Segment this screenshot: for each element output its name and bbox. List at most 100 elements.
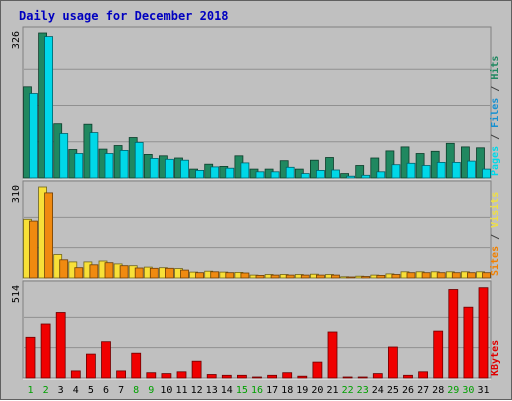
day-label-28: 28	[432, 385, 444, 396]
day-label-14: 14	[221, 385, 233, 396]
legend-entry: KBytes	[490, 340, 501, 376]
bar-sites-day-13	[210, 271, 220, 279]
bar-hits-day-23	[355, 165, 365, 179]
bar-sites-day-28	[436, 272, 446, 279]
bar-files-day-18	[285, 166, 295, 179]
day-label-26: 26	[402, 385, 414, 396]
day-label-17: 17	[266, 385, 278, 396]
bar-sites-day-14	[225, 272, 235, 279]
bar-kbytes-day-23	[357, 376, 368, 379]
bar-sites-day-11	[180, 269, 189, 279]
day-label-5: 5	[88, 385, 94, 396]
bar-sites-day-1	[29, 220, 38, 279]
bar-sites-day-10	[164, 267, 174, 279]
bar-kbytes-day-3	[55, 312, 66, 379]
legend-entry: /	[490, 228, 501, 246]
legend-entry: /	[490, 128, 501, 146]
bar-kbytes-day-11	[176, 371, 187, 379]
day-label-7: 7	[118, 385, 124, 396]
bar-sites-day-19	[300, 274, 310, 279]
day-label-15: 15	[236, 385, 248, 396]
day-label-12: 12	[191, 385, 203, 396]
day-label-21: 21	[326, 385, 338, 396]
day-label-31: 31	[477, 385, 489, 396]
panel-border	[22, 180, 492, 279]
max-label-visits-sites: 310	[11, 185, 22, 203]
bar-hits-day-26	[400, 146, 410, 179]
bar-kbytes-day-6	[101, 341, 111, 379]
bar-sites-day-9	[149, 267, 159, 279]
bar-files-day-8	[134, 141, 144, 179]
bar-files-day-22	[346, 175, 356, 179]
day-label-3: 3	[58, 385, 64, 396]
bar-kbytes-day-2	[40, 323, 51, 379]
bar-files-day-29	[451, 161, 461, 179]
bar-files-day-5	[89, 132, 99, 179]
bar-hits-day-29	[445, 142, 455, 179]
bar-files-day-4	[74, 153, 84, 179]
bar-kbytes-day-7	[116, 370, 126, 379]
legend-entry: Pages	[490, 146, 501, 176]
bar-sites-day-3	[59, 259, 69, 279]
bar-files-day-21	[331, 169, 340, 179]
bar-files-day-25	[391, 164, 401, 179]
bar-files-day-6	[104, 153, 114, 179]
bar-kbytes-day-25	[387, 346, 398, 379]
chart-title: Daily usage for December 2018	[19, 9, 229, 23]
bar-kbytes-day-27	[418, 371, 429, 379]
bar-sites-day-16	[255, 274, 265, 279]
day-label-8: 8	[133, 385, 139, 396]
bar-sites-day-22	[346, 276, 356, 279]
bar-sites-day-15	[240, 272, 250, 279]
bar-kbytes-day-8	[131, 352, 142, 379]
bar-files-day-7	[119, 149, 129, 179]
day-label-20: 20	[311, 385, 323, 396]
bar-files-day-9	[149, 157, 159, 179]
bar-hits-day-24	[370, 157, 380, 179]
legend-entry: /	[490, 80, 501, 98]
bar-sites-day-31	[482, 272, 491, 279]
max-label-hits-files-pages: 326	[11, 31, 22, 49]
legend-visits-sites: Sites / Visits	[489, 192, 501, 276]
bar-kbytes-day-18	[282, 372, 293, 379]
bar-sites-day-6	[104, 262, 114, 279]
bar-sites-day-24	[376, 274, 386, 279]
legend-entry: Sites	[489, 246, 501, 276]
bar-sites-day-7	[119, 265, 129, 279]
bar-kbytes-day-30	[463, 306, 474, 379]
bar-kbytes-day-5	[86, 353, 96, 379]
day-label-23: 23	[357, 385, 369, 396]
bar-sites-day-8	[134, 267, 144, 279]
bar-sites-day-18	[285, 274, 295, 279]
bar-files-day-31	[482, 168, 491, 179]
bar-files-day-2	[44, 36, 53, 179]
bar-kbytes-day-16	[252, 376, 262, 379]
bar-sites-day-21	[331, 274, 340, 279]
day-label-29: 29	[447, 385, 459, 396]
bar-kbytes-day-12	[191, 360, 202, 379]
bar-files-day-26	[406, 162, 416, 179]
bar-sites-day-5	[89, 264, 99, 279]
bar-kbytes-day-21	[327, 331, 338, 379]
day-label-18: 18	[281, 385, 293, 396]
bar-sites-day-12	[195, 272, 205, 279]
bar-sites-day-30	[466, 272, 476, 279]
legend-entry: Visits	[489, 192, 501, 228]
bar-hits-day-20	[309, 159, 319, 179]
bar-files-day-20	[315, 169, 325, 179]
bar-files-day-27	[421, 165, 431, 179]
bar-kbytes-day-4	[70, 370, 81, 379]
bar-kbytes-day-1	[25, 336, 36, 379]
bar-kbytes-day-9	[146, 372, 157, 379]
bar-hits-day-21	[325, 157, 334, 179]
bar-files-day-28	[436, 161, 446, 179]
bar-kbytes-day-13	[206, 374, 217, 379]
bar-kbytes-day-17	[267, 374, 278, 379]
max-label-kbytes: 514	[11, 285, 22, 303]
day-label-30: 30	[462, 385, 474, 396]
bar-files-day-10	[164, 158, 174, 179]
bar-kbytes-day-22	[342, 376, 353, 379]
bar-sites-day-25	[391, 274, 401, 279]
day-label-24: 24	[372, 385, 384, 396]
